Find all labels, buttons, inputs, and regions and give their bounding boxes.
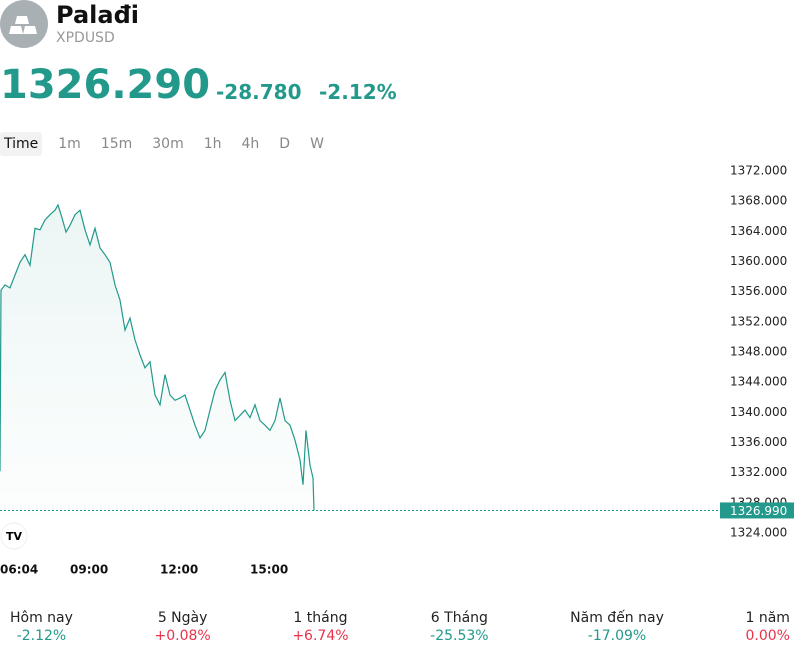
last-price-label: 1326.990 bbox=[730, 504, 787, 518]
title: Palađi bbox=[56, 1, 139, 29]
period[interactable]: 1 năm 0.00% bbox=[745, 610, 789, 644]
tab[interactable]: 4h bbox=[241, 136, 260, 152]
period[interactable]: 5 Ngày +0.08% bbox=[155, 610, 211, 644]
period[interactable]: Năm đến nay -17.09% bbox=[570, 610, 664, 644]
tv-logo: TV bbox=[0, 522, 28, 550]
y-tick-label: 1340.000 bbox=[730, 405, 787, 419]
y-tick-label: 1332.000 bbox=[730, 465, 787, 479]
line bbox=[0, 203, 315, 511]
period[interactable]: 1 tháng +6.74% bbox=[292, 610, 348, 644]
icon bbox=[0, 0, 48, 48]
period-label: 1 năm bbox=[745, 610, 790, 626]
y-tick-label: 1352.000 bbox=[730, 314, 787, 328]
period-label: Hôm nay bbox=[10, 610, 73, 626]
tabs: Time 1m 15m 30m 1h 4h D W bbox=[0, 132, 334, 156]
period[interactable]: 6 Tháng -25.53% bbox=[430, 610, 488, 644]
period-value: +0.08% bbox=[154, 628, 211, 644]
x-tick-label: 12:00 bbox=[160, 563, 198, 577]
x-tick-label: 09:00 bbox=[70, 563, 108, 577]
y-tick-label: 1336.000 bbox=[730, 435, 787, 449]
y-tick-label: 1348.000 bbox=[730, 345, 787, 359]
icon-glyph bbox=[9, 16, 37, 34]
chart: TV 1372.000 1368.000 1364.000 1360.000 1356.… bbox=[0, 164, 794, 577]
y-tick-label: 1360.000 bbox=[730, 254, 787, 268]
period[interactable]: Hôm nay -2.12% bbox=[10, 610, 73, 644]
tab[interactable]: 15m bbox=[100, 136, 133, 152]
period-value: -25.53% bbox=[430, 628, 489, 644]
last-price-tag bbox=[720, 502, 794, 519]
change: -28.780 bbox=[216, 80, 302, 104]
y-tick-label: 1372.000 bbox=[730, 164, 787, 178]
period-label: 5 Ngày bbox=[157, 610, 208, 626]
period-value: -2.12% bbox=[16, 628, 67, 644]
y-tick-label: 1364.000 bbox=[730, 224, 787, 238]
tab[interactable]: D bbox=[279, 136, 291, 152]
svg-text:TV: TV bbox=[6, 530, 23, 543]
x-tick-label: 15:00 bbox=[250, 563, 288, 577]
tab[interactable]: W bbox=[310, 136, 324, 152]
tab[interactable]: 1m bbox=[58, 136, 81, 152]
period-label: Năm đến nay bbox=[570, 610, 664, 626]
y-tick-label: 1344.000 bbox=[730, 375, 787, 389]
tab[interactable]: 1h bbox=[203, 136, 222, 152]
period-value: +6.74% bbox=[292, 628, 349, 644]
change-pct: -2.12% bbox=[319, 80, 397, 104]
periods: Hôm nay -2.12% 5 Ngày +0.08% 1 tháng +6.74% 6 … bbox=[0, 610, 800, 644]
period-value: 0.00% bbox=[745, 628, 790, 644]
period-label: 6 Tháng bbox=[430, 610, 488, 626]
tab[interactable]: 30m bbox=[152, 136, 184, 152]
symbol: XPDUSD bbox=[56, 30, 115, 46]
x-tick-label: 06:04 bbox=[0, 563, 38, 577]
period-value: -17.09% bbox=[587, 628, 647, 644]
y-tick-label: 1324.000 bbox=[730, 526, 787, 540]
period-label: 1 tháng bbox=[293, 610, 348, 626]
tab[interactable]: Time bbox=[0, 132, 43, 156]
area bbox=[0, 204, 314, 518]
y-tick-label: 1356.000 bbox=[730, 284, 787, 298]
y-tick-label: 1368.000 bbox=[730, 194, 787, 208]
price: 1326.290 bbox=[0, 62, 211, 108]
